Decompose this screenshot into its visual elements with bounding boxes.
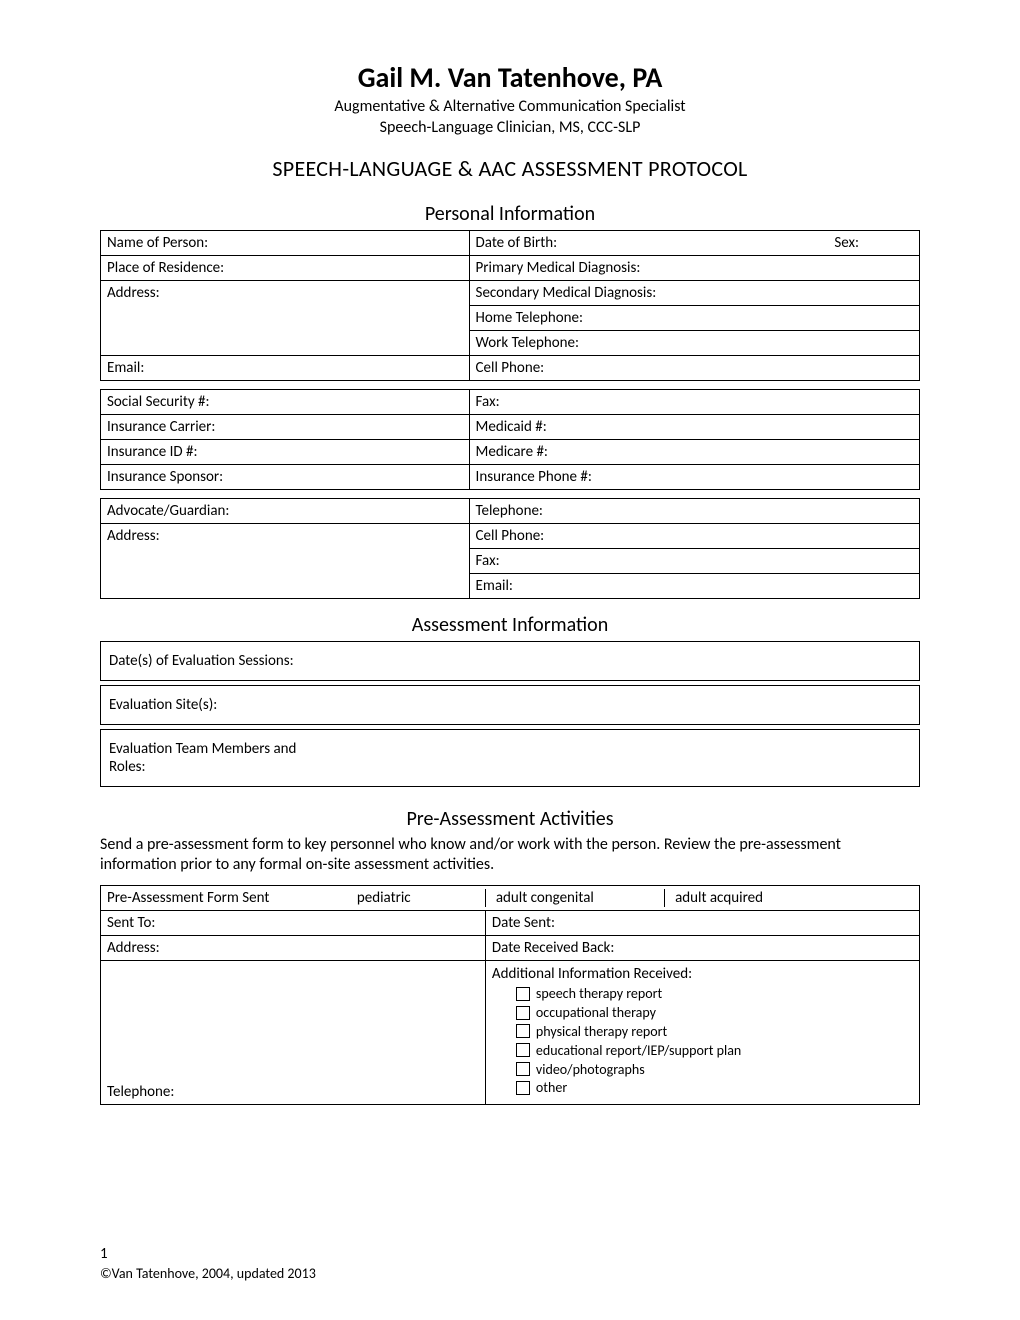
- label-chk-speech: speech therapy report: [536, 985, 662, 1002]
- field-date-sent[interactable]: Date Sent:: [485, 911, 919, 936]
- author-name: Gail M. Van Tatenhove, PA: [100, 60, 920, 95]
- preassessment-intro: Send a pre-assessment form to key person…: [100, 835, 920, 875]
- field-work-tel[interactable]: Work Telephone:: [469, 331, 919, 356]
- checkbox-speech[interactable]: [516, 987, 530, 1001]
- personal-info-heading: Personal Information: [100, 202, 920, 226]
- field-ins-id[interactable]: Insurance ID #:: [101, 440, 470, 465]
- field-carrier[interactable]: Insurance Carrier:: [101, 415, 470, 440]
- field-fax[interactable]: Fax:: [469, 390, 919, 415]
- checkbox-video[interactable]: [516, 1062, 530, 1076]
- label-sex: Sex:: [834, 234, 859, 252]
- checkbox-edu[interactable]: [516, 1043, 530, 1057]
- opt-pediatric[interactable]: pediatric: [357, 889, 486, 907]
- field-advocate[interactable]: Advocate/Guardian:: [101, 499, 470, 524]
- personal-info-table-3: Advocate/Guardian: Telephone: Address: C…: [100, 498, 920, 599]
- field-address[interactable]: Address:: [101, 281, 470, 356]
- checkbox-pt[interactable]: [516, 1024, 530, 1038]
- field-adv-cell[interactable]: Cell Phone:: [469, 524, 919, 549]
- field-secondary-dx[interactable]: Secondary Medical Diagnosis:: [469, 281, 919, 306]
- personal-info-table-1: Name of Person: Date of Birth: Sex: Plac…: [100, 230, 920, 381]
- field-medicaid[interactable]: Medicaid #:: [469, 415, 919, 440]
- document-title: SPEECH-LANGUAGE & AAC ASSESSMENT PROTOCO…: [100, 155, 920, 182]
- checkbox-ot[interactable]: [516, 1006, 530, 1020]
- label-form-sent: Pre-Assessment Form Sent: [107, 889, 357, 907]
- label-chk-other: other: [536, 1079, 567, 1096]
- preassessment-table: Pre-Assessment Form Sent pediatric adult…: [100, 885, 920, 1105]
- field-dob-sex[interactable]: Date of Birth: Sex:: [469, 231, 919, 256]
- field-medicare[interactable]: Medicare #:: [469, 440, 919, 465]
- label-chk-video: video/photographs: [536, 1061, 645, 1078]
- assessment-info-heading: Assessment Information: [100, 613, 920, 637]
- checkbox-other[interactable]: [516, 1081, 530, 1095]
- field-primary-dx[interactable]: Primary Medical Diagnosis:: [469, 256, 919, 281]
- field-form-sent[interactable]: Pre-Assessment Form Sent pediatric adult…: [101, 886, 920, 911]
- field-adv-address[interactable]: Address:: [101, 524, 470, 599]
- label-dob: Date of Birth:: [476, 234, 817, 252]
- field-adv-fax[interactable]: Fax:: [469, 549, 919, 574]
- author-subtitle-1: Augmentative & Alternative Communication…: [100, 97, 920, 116]
- page-footer: 1 ©Van Tatenhove, 2004, updated 2013: [100, 1245, 316, 1282]
- field-residence[interactable]: Place of Residence:: [101, 256, 470, 281]
- field-eval-site[interactable]: Evaluation Site(s):: [100, 685, 920, 725]
- field-ins-phone[interactable]: Insurance Phone #:: [469, 465, 919, 490]
- field-date-back[interactable]: Date Received Back:: [485, 936, 919, 961]
- label-eval-team: Evaluation Team Members and Roles:: [109, 740, 329, 776]
- label-additional-info: Additional Information Received:: [492, 965, 913, 983]
- page-number: 1: [100, 1245, 316, 1263]
- opt-adult-congenital[interactable]: adult congenital: [496, 889, 665, 907]
- label-chk-ot: occupational therapy: [536, 1004, 656, 1021]
- label-chk-pt: physical therapy report: [536, 1023, 667, 1040]
- author-subtitle-2: Speech-Language Clinician, MS, CCC-SLP: [100, 118, 920, 137]
- field-telephone[interactable]: Telephone:: [469, 499, 919, 524]
- field-adv-email[interactable]: Email:: [469, 574, 919, 599]
- field-eval-team[interactable]: Evaluation Team Members and Roles:: [100, 729, 920, 787]
- copyright-text: ©Van Tatenhove, 2004, updated 2013: [100, 1265, 316, 1282]
- field-eval-sessions[interactable]: Date(s) of Evaluation Sessions:: [100, 641, 920, 681]
- field-email[interactable]: Email:: [101, 356, 470, 381]
- opt-adult-acquired[interactable]: adult acquired: [675, 889, 763, 907]
- field-home-tel[interactable]: Home Telephone:: [469, 306, 919, 331]
- document-header: Gail M. Van Tatenhove, PA Augmentative &…: [100, 60, 920, 137]
- preassessment-heading: Pre-Assessment Activities: [100, 807, 920, 831]
- field-sent-to[interactable]: Sent To:: [101, 911, 486, 936]
- field-pa-address[interactable]: Address:: [101, 936, 486, 961]
- field-name[interactable]: Name of Person:: [101, 231, 470, 256]
- personal-info-table-2: Social Security #: Fax: Insurance Carrie…: [100, 389, 920, 490]
- field-ssn[interactable]: Social Security #:: [101, 390, 470, 415]
- field-cell[interactable]: Cell Phone:: [469, 356, 919, 381]
- field-additional-info[interactable]: Additional Information Received: speech …: [485, 961, 919, 1105]
- field-sponsor[interactable]: Insurance Sponsor:: [101, 465, 470, 490]
- field-pa-telephone[interactable]: Telephone:: [101, 961, 486, 1105]
- label-chk-edu: educational report/IEP/support plan: [536, 1042, 741, 1059]
